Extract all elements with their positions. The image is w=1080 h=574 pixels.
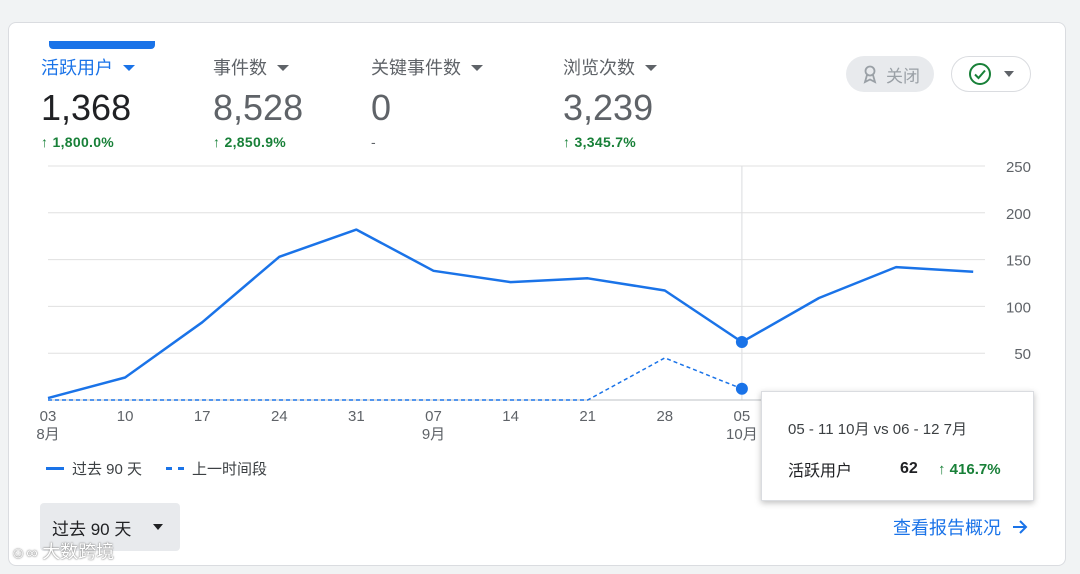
y-tick-label: 100 [1006, 299, 1031, 316]
tooltip-row: 活跃用户 62 ↑ 416.7% [788, 457, 1033, 481]
highlight-point [735, 382, 748, 395]
close-button[interactable]: 关闭 [846, 56, 934, 92]
chart-tooltip: 05 - 11 10月 vs 06 - 12 7月 活跃用户 62 ↑ 416.… [761, 391, 1034, 501]
metric-delta: ↑ 1,800.0% [41, 134, 115, 150]
y-tick-label: 200 [1006, 206, 1031, 223]
x-tick-label: 21 [579, 408, 596, 425]
caret-down-icon [645, 65, 657, 71]
tooltip-range: 05 - 11 10月 vs 06 - 12 7月 [788, 421, 967, 438]
caret-down-icon [277, 65, 289, 71]
insights-icon [863, 65, 877, 84]
metric-value: 8,528 [213, 87, 304, 128]
metric-event-count[interactable]: 事件数 8,528 ↑ 2,850.9% [213, 54, 303, 150]
highlight-point [735, 335, 748, 348]
tooltip-value: 62 [900, 460, 918, 477]
metric-value: 1,368 [41, 87, 132, 128]
metric-delta: ↑ 2,850.9% [213, 134, 287, 150]
x-tick-label: 24 [271, 408, 288, 425]
y-tick-label: 150 [1006, 253, 1031, 270]
date-range-dropdown[interactable]: 过去 90 天 [40, 503, 180, 551]
arrow-right-icon [1013, 520, 1028, 534]
active-tab-indicator [49, 41, 155, 49]
x-tick-month-label: 9月 [422, 426, 445, 443]
x-tick-label: 03 [40, 408, 57, 425]
y-tick-label: 50 [1014, 346, 1031, 363]
x-tick-label: 28 [656, 408, 673, 425]
check-circle-icon [969, 63, 991, 85]
x-tick-label: 10 [117, 408, 134, 425]
close-label: 关闭 [886, 66, 920, 86]
legend-item-previous: 上一时间段 [166, 458, 267, 479]
metric-value: 0 [371, 87, 392, 128]
metric-key-events[interactable]: 关键事件数 0 - [371, 54, 483, 150]
metric-label: 关键事件数 [371, 54, 483, 80]
x-tick-label: 31 [348, 408, 365, 425]
metric-label: 活跃用户 [41, 54, 135, 80]
caret-down-icon [153, 524, 164, 530]
metric-page-views[interactable]: 浏览次数 3,239 ↑ 3,345.7% [563, 54, 657, 150]
caret-down-icon [471, 65, 483, 71]
date-range-label: 过去 90 天 [52, 519, 132, 539]
report-link-label: 查看报告概况 [893, 518, 1001, 538]
metric-label: 事件数 [213, 54, 303, 80]
view-report-link[interactable]: 查看报告概况 [893, 514, 1029, 540]
arrow-up-icon: ↑ [213, 134, 225, 150]
x-tick-label: 17 [194, 408, 211, 425]
x-tick-month-label: 10月 [726, 426, 758, 443]
x-tick-label: 14 [502, 408, 519, 425]
arrow-up-icon: ↑ [563, 134, 575, 150]
solid-line-swatch [46, 467, 64, 470]
chart-legend: 过去 90 天 上一时间段 [46, 458, 281, 479]
legend-item-current: 过去 90 天 [46, 458, 142, 479]
tooltip-metric: 活跃用户 [788, 463, 853, 480]
metric-value: 3,239 [563, 87, 654, 128]
x-tick-label: 05 [734, 408, 751, 425]
metric-label: 浏览次数 [563, 54, 657, 80]
caret-down-icon [1004, 71, 1014, 77]
arrow-up-icon: ↑ [938, 460, 950, 478]
caret-down-icon [123, 65, 135, 71]
watermark-logo: ☺∞ 大数跨境 [10, 542, 115, 562]
y-tick-label: 250 [1006, 159, 1031, 176]
metric-delta: - [371, 134, 376, 150]
x-tick-month-label: 8月 [36, 426, 59, 443]
metric-delta: ↑ 3,345.7% [563, 134, 637, 150]
status-dropdown-button[interactable] [951, 56, 1031, 92]
arrow-up-icon: ↑ [41, 134, 53, 150]
dashed-line-swatch [166, 467, 185, 470]
previous-period-line [48, 357, 743, 401]
x-tick-label: 07 [425, 408, 442, 425]
tooltip-change: ↑ 416.7% [938, 460, 1001, 478]
current-period-line [47, 228, 974, 400]
metric-active-users[interactable]: 活跃用户 1,368 ↑ 1,800.0% [41, 54, 135, 150]
